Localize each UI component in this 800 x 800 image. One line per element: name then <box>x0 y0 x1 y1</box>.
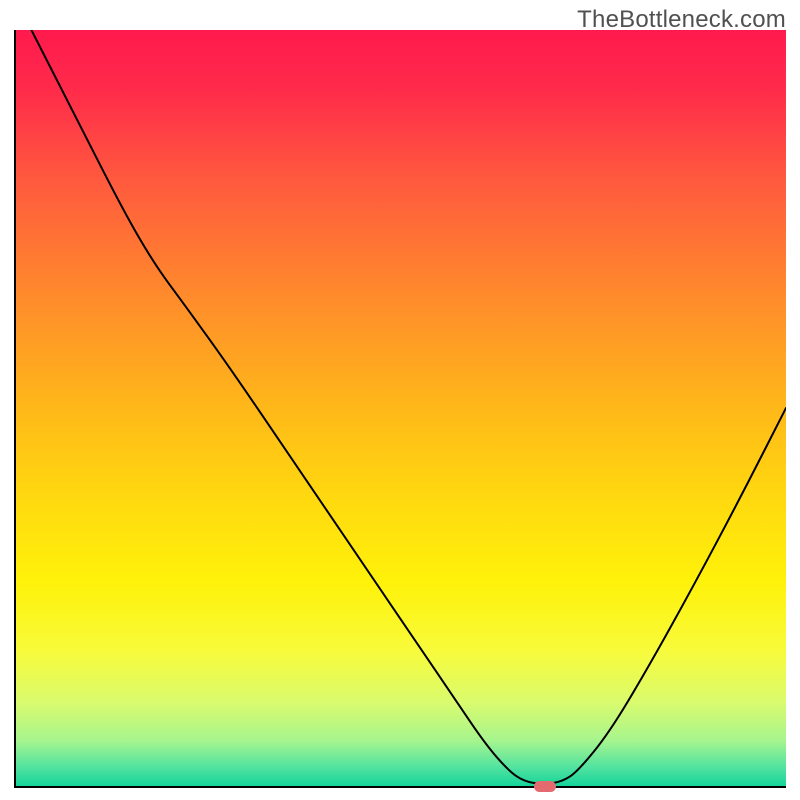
plot-area <box>14 30 786 788</box>
bottleneck-curve <box>16 30 786 786</box>
optimal-marker <box>534 781 556 792</box>
chart-container: TheBottleneck.com <box>0 0 800 800</box>
